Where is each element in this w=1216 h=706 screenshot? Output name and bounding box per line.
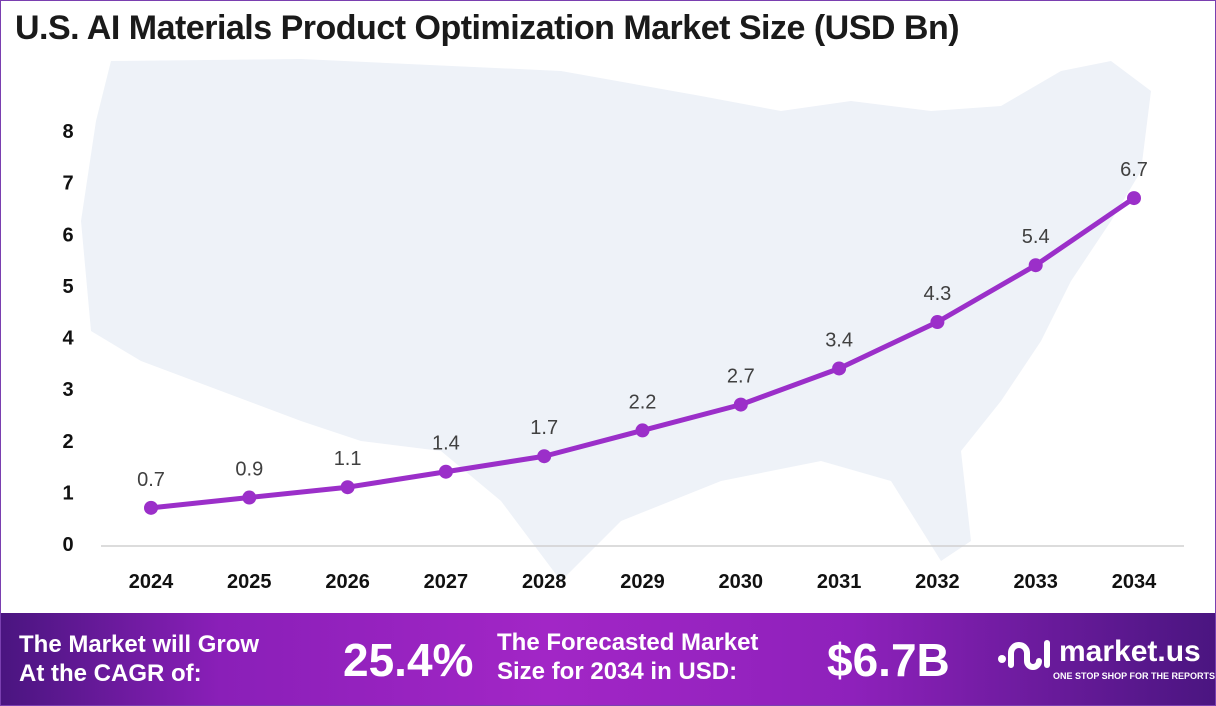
data-point	[340, 480, 355, 495]
us-map-background	[81, 59, 1151, 581]
data-label: 0.9	[235, 459, 263, 481]
y-tick-label: 2	[62, 431, 73, 453]
data-label: 6.7	[1120, 159, 1148, 181]
logo-tagline: ONE STOP SHOP FOR THE REPORTS	[1053, 671, 1216, 681]
series-line	[150, 196, 1136, 511]
forecast-value: $6.7B	[827, 634, 950, 686]
data-label: 2.2	[629, 391, 657, 413]
x-tick-label: 2025	[227, 571, 272, 593]
forecast-label-line1: The Forecasted Market	[497, 629, 759, 656]
data-point	[144, 500, 158, 515]
data-point	[733, 397, 748, 412]
y-tick-label: 3	[62, 379, 73, 401]
y-tick-label: 6	[62, 224, 73, 246]
x-tick-label: 2031	[817, 571, 862, 593]
data-point	[635, 423, 650, 438]
forecast-label-line2: Size for 2034 in USD:	[497, 658, 738, 685]
cagr-label-line1: The Market will Grow	[19, 631, 260, 658]
x-tick-label: 2032	[915, 571, 960, 593]
y-tick-label: 5	[62, 276, 73, 298]
x-tick-label: 2030	[719, 571, 764, 593]
y-tick-label: 1	[62, 482, 73, 504]
market-us-logo-icon	[998, 640, 1050, 670]
data-point	[1028, 258, 1043, 273]
footer-banner: The Market will Grow At the CAGR of: 25.…	[1, 613, 1216, 705]
data-label: 4.3	[923, 283, 951, 305]
y-tick-label: 7	[62, 173, 73, 195]
cagr-label: The Market will Grow At the CAGR of:	[19, 630, 259, 688]
y-tick-label: 4	[62, 328, 74, 350]
data-label: 1.4	[432, 433, 460, 455]
x-tick-label: 2024	[129, 571, 174, 593]
data-point	[1127, 191, 1141, 206]
x-tick-label: 2028	[522, 571, 567, 593]
data-label: 2.7	[727, 366, 755, 388]
x-tick-label: 2034	[1112, 571, 1157, 593]
data-point	[832, 361, 847, 376]
x-tick-label: 2026	[325, 571, 370, 593]
forecast-label: The Forecasted Market Size for 2034 in U…	[497, 628, 758, 686]
chart-title: U.S. AI Materials Product Optimization M…	[15, 9, 960, 47]
cagr-value: 25.4%	[343, 634, 474, 686]
data-point	[438, 464, 453, 479]
data-label: 1.7	[530, 417, 558, 439]
y-tick-label: 8	[62, 121, 73, 143]
data-point	[930, 315, 945, 330]
data-point	[537, 449, 552, 464]
data-point	[242, 490, 257, 505]
data-label: 5.4	[1022, 226, 1050, 248]
y-tick-label: 0	[62, 534, 73, 556]
data-label: 1.1	[334, 448, 362, 470]
x-tick-label: 2029	[620, 571, 665, 593]
line-chart: 0 1 2 3 4 5 6 7 8 2024 2025 2026 2027 2028 2029 2030 203…	[62, 121, 1184, 593]
x-tick-label: 2033	[1013, 571, 1058, 593]
data-label: 3.4	[825, 329, 853, 351]
cagr-label-line2: At the CAGR of:	[19, 660, 202, 687]
logo-name: market.us	[1059, 635, 1201, 668]
data-label: 0.7	[137, 469, 165, 491]
x-tick-label: 2027	[424, 571, 469, 593]
